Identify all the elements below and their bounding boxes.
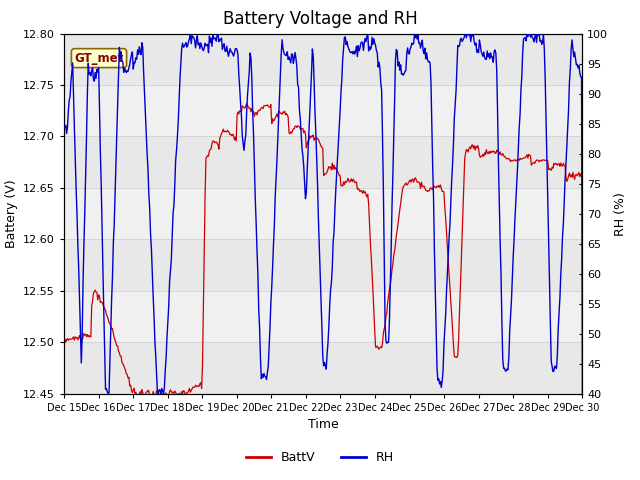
Bar <box>64 85 582 136</box>
Legend: BattV, RH: BattV, RH <box>241 446 399 469</box>
Bar <box>64 136 582 188</box>
Y-axis label: Battery (V): Battery (V) <box>4 180 17 248</box>
Text: GT_met: GT_met <box>74 51 124 65</box>
Bar <box>64 34 582 85</box>
Y-axis label: RH (%): RH (%) <box>614 192 627 236</box>
Bar <box>64 188 582 240</box>
Bar <box>64 342 582 394</box>
Bar <box>64 240 582 291</box>
Text: Battery Voltage and RH: Battery Voltage and RH <box>223 10 417 28</box>
X-axis label: Time: Time <box>308 418 339 431</box>
Bar <box>64 291 582 342</box>
